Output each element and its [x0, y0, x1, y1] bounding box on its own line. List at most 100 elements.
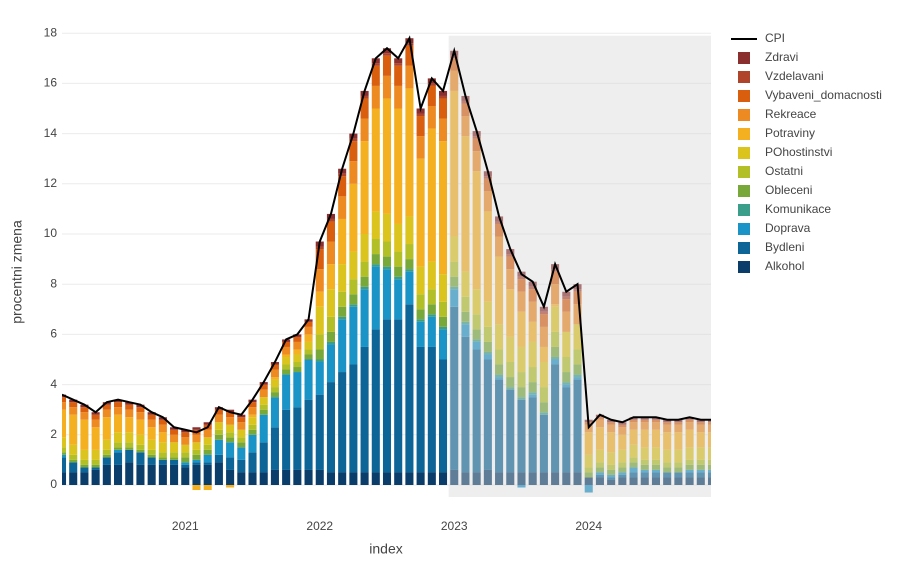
bar-segment	[394, 276, 403, 280]
bar-segment	[416, 346, 425, 473]
bar-segment	[416, 294, 425, 310]
bar-segment	[382, 241, 392, 257]
bar-segment	[539, 362, 548, 388]
bar-segment	[203, 454, 212, 463]
bar-segment	[651, 447, 660, 460]
bar-segment	[394, 108, 403, 224]
bar-segment	[618, 434, 627, 450]
bar-segment	[248, 407, 257, 415]
legend-swatch	[738, 166, 750, 178]
bar-segment	[360, 346, 369, 473]
bar-segment	[562, 311, 571, 332]
bar-segment	[573, 349, 582, 365]
legend-label: CPI	[765, 31, 785, 45]
bar-segment	[472, 136, 481, 139]
bar-segment	[80, 459, 89, 465]
bar-segment	[80, 419, 89, 450]
bar-segment	[371, 63, 380, 66]
bar-segment	[293, 341, 302, 350]
bar-segment	[69, 459, 78, 463]
bar-segment	[629, 477, 638, 485]
bar-segment	[539, 314, 548, 327]
bar-segment	[618, 477, 627, 485]
bar-segment	[539, 311, 548, 315]
bar-segment	[69, 407, 78, 415]
bar-segment	[551, 359, 560, 365]
bar-segment	[158, 464, 167, 485]
bar-segment	[349, 141, 358, 162]
bar-segment	[439, 118, 448, 142]
legend-swatch	[738, 128, 750, 140]
bar-segment	[707, 464, 711, 470]
bar-segment	[237, 472, 246, 485]
bar-segment	[483, 326, 492, 342]
bar-segment	[450, 261, 459, 277]
bar-segment	[394, 223, 403, 252]
bar-segment	[696, 477, 705, 485]
bar-segment	[495, 374, 504, 378]
bar-segment	[214, 414, 223, 423]
bar-segment	[293, 354, 302, 363]
bar-segment	[102, 454, 111, 458]
bar-segment	[416, 158, 425, 267]
bar-segment	[102, 409, 111, 418]
bar-segment	[427, 314, 436, 317]
bar-segment	[136, 404, 145, 408]
bar-segment	[394, 472, 403, 485]
bar-segment	[338, 196, 347, 219]
bar-segment	[629, 429, 638, 445]
bar-segment	[439, 472, 448, 485]
bar-segment	[114, 414, 123, 433]
y-tick-label: 4	[50, 377, 57, 391]
bar-segment	[461, 271, 470, 297]
bar-segment	[158, 459, 167, 465]
bar-segment	[192, 434, 201, 443]
bar-segment	[338, 176, 347, 197]
bar-segment	[562, 384, 571, 388]
bar-segment	[102, 417, 111, 440]
bar-segment	[483, 178, 492, 192]
bar-segment	[304, 321, 313, 327]
bar-segment	[506, 254, 515, 257]
bar-segment	[696, 472, 705, 478]
bar-segment	[696, 432, 705, 448]
bar-segment	[214, 439, 223, 455]
bar-segment	[651, 419, 660, 423]
bar-segment	[62, 452, 67, 455]
bar-segment	[349, 251, 358, 280]
bar-segment	[147, 449, 156, 455]
bar-segment	[472, 329, 481, 340]
bar-segment	[360, 234, 369, 262]
bar-segment	[338, 472, 347, 485]
bar-segment	[91, 412, 100, 415]
bar-segment	[640, 464, 649, 470]
bar-segment	[472, 349, 481, 473]
bar-segment	[382, 53, 392, 56]
bar-segment	[226, 432, 235, 438]
bar-segment	[663, 424, 672, 433]
bar-segment	[663, 449, 672, 463]
bar-segment	[192, 449, 201, 455]
bar-segment	[674, 422, 683, 425]
legend-label: POhostinstvi	[765, 145, 832, 159]
legend-label: Alkohol	[765, 259, 804, 273]
bar-segment	[360, 141, 369, 234]
bar-segment	[181, 444, 190, 453]
bar-segment	[696, 469, 705, 473]
bar-segment	[573, 379, 582, 473]
bar-segment	[237, 429, 246, 438]
bar-segment	[214, 422, 223, 430]
bar-segment	[293, 336, 302, 342]
bar-segment	[640, 469, 649, 473]
bar-segment	[326, 289, 335, 317]
bar-segment	[528, 392, 537, 395]
bar-segment	[461, 321, 470, 325]
bar-segment	[360, 286, 369, 290]
bar-segment	[91, 414, 100, 420]
bar-segment	[371, 108, 380, 212]
bar-segment	[102, 404, 111, 410]
bar-segment	[416, 309, 425, 320]
bar-segment	[416, 472, 425, 485]
bar-segment	[618, 422, 627, 425]
bar-segment	[439, 141, 448, 275]
